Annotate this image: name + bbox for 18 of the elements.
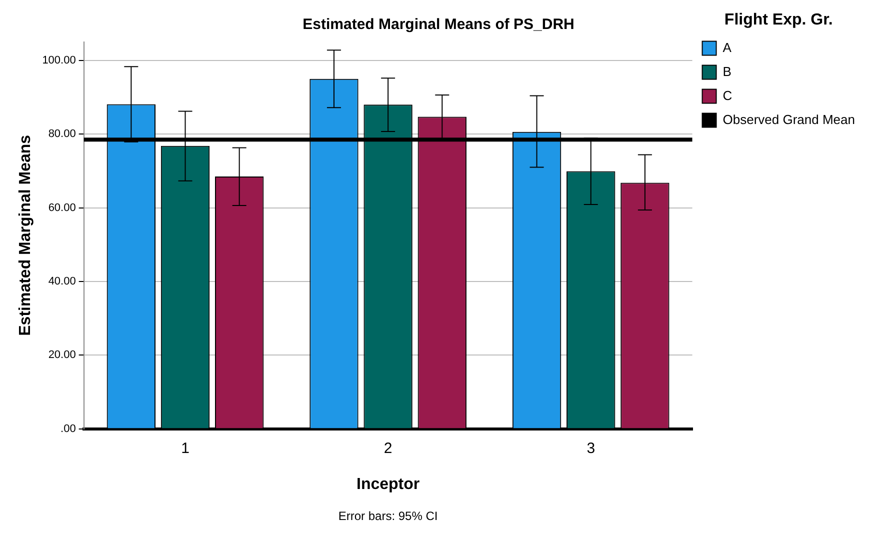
y-axis-title: Estimated Marginal Means bbox=[17, 134, 34, 336]
y-tick-label: .00 bbox=[60, 422, 76, 435]
y-tick-label: 80.00 bbox=[48, 128, 76, 140]
y-tick-label: 20.00 bbox=[48, 349, 76, 362]
y-tick-label: 100.00 bbox=[42, 54, 76, 66]
legend-label: Observed Grand Mean bbox=[722, 112, 855, 127]
legend-label: C bbox=[722, 88, 732, 103]
chart-title: Estimated Marginal Means of PS_DRH bbox=[302, 16, 574, 34]
legend-label: A bbox=[722, 40, 732, 55]
x-tick-label: 2 bbox=[384, 440, 392, 457]
legend-label: B bbox=[722, 64, 732, 79]
y-tick-label: 60.00 bbox=[48, 202, 76, 214]
x-tick-label: 1 bbox=[181, 440, 190, 457]
y-tick-label: 40.00 bbox=[48, 275, 76, 288]
x-axis-title: Inceptor bbox=[356, 476, 420, 493]
legend-title: Flight Exp. Gr. bbox=[724, 11, 833, 28]
x-tick-label: 3 bbox=[586, 440, 596, 457]
text: Error bars: 95% CI bbox=[338, 509, 438, 523]
